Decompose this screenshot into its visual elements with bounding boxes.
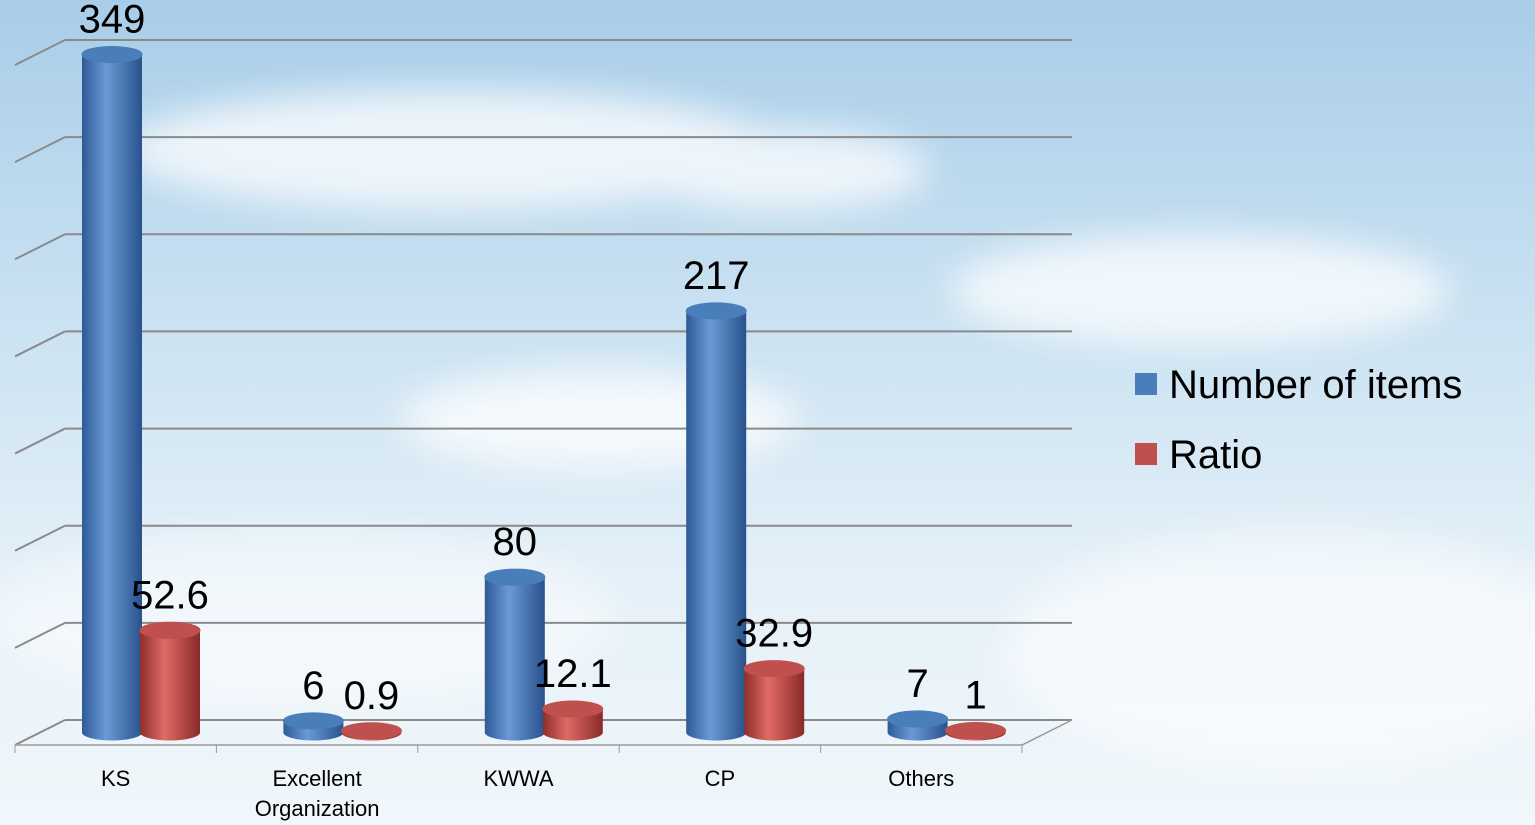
clouds (0, 90, 1535, 770)
bar (542, 700, 604, 741)
bar-body (744, 668, 805, 733)
bar (484, 568, 546, 741)
bar-top (282, 712, 344, 730)
value-label: 0.9 (344, 674, 400, 718)
bar-body (484, 577, 545, 733)
bar (81, 45, 143, 741)
value-label: 349 (79, 0, 146, 41)
grid-line-side (14, 719, 66, 746)
value-label: 32.9 (735, 612, 813, 656)
grid-line-side (14, 233, 66, 261)
value-label: 1 (964, 674, 986, 718)
bar (685, 302, 747, 741)
bar (139, 621, 201, 741)
value-label: 52.6 (131, 573, 209, 617)
bar-top (945, 722, 1007, 740)
value-label: 7 (906, 662, 928, 706)
x-tick-label: CP (704, 766, 736, 791)
bar-body (82, 54, 142, 733)
bar (945, 722, 1007, 741)
x-tick-label: KS (101, 766, 131, 791)
bar-top (887, 710, 949, 728)
bar-top (139, 621, 201, 639)
grid-line-side (14, 621, 66, 649)
bar (282, 712, 344, 741)
bar-top (81, 45, 143, 63)
bar-top (340, 722, 402, 740)
grid-line-side (14, 330, 66, 358)
value-label: 12.1 (534, 652, 612, 696)
bar-body (140, 630, 200, 733)
grid-line-side (14, 524, 66, 552)
bar-body (686, 310, 747, 733)
value-label: 80 (493, 520, 538, 564)
bar-top (484, 568, 546, 586)
value-label: 6 (302, 664, 324, 708)
bar (340, 722, 402, 741)
grid-line-side (14, 39, 66, 66)
grid-line-side (14, 136, 66, 164)
value-label: 217 (683, 254, 750, 298)
legend-swatch (1135, 373, 1157, 395)
grid-line-side (14, 427, 66, 455)
bar (743, 660, 805, 741)
bar-top (743, 660, 805, 678)
legend-swatch (1135, 443, 1157, 465)
bar-top (685, 302, 747, 320)
x-tick-label: KWWA (483, 766, 554, 791)
bar (887, 710, 949, 741)
legend-label: Ratio (1169, 433, 1262, 477)
legend-label: Number of items (1169, 363, 1462, 407)
x-tick-label: Excellent Organization (254, 766, 380, 821)
x-tick-label: Others (888, 766, 955, 791)
bar-top (542, 700, 604, 718)
